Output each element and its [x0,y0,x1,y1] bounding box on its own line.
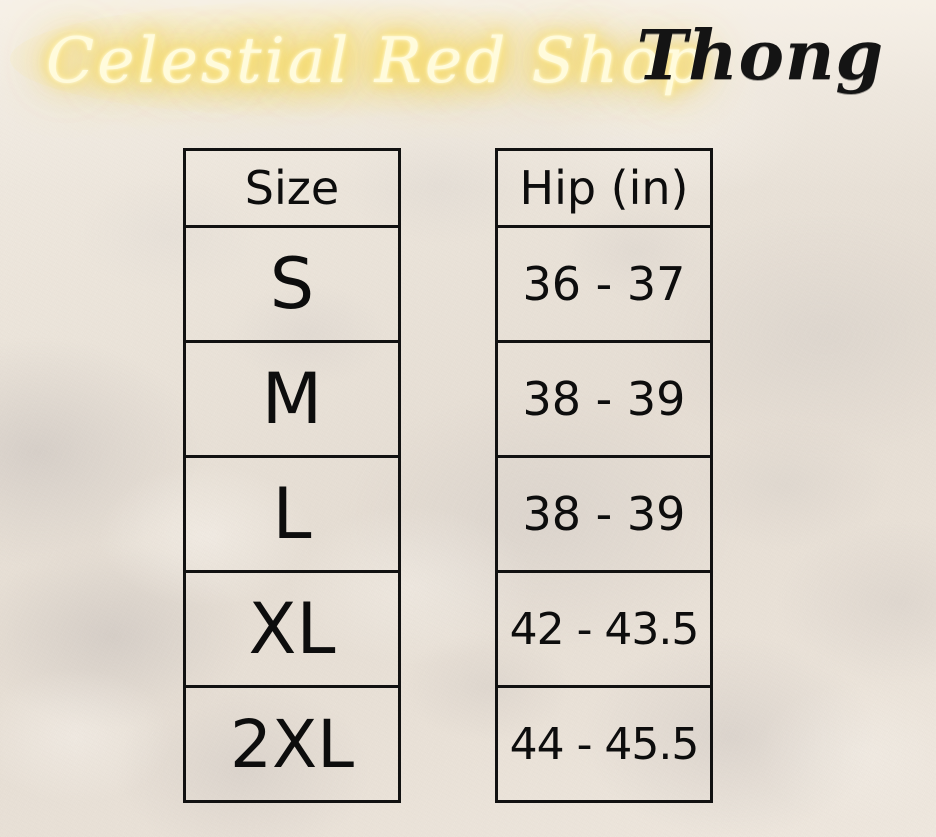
cell-hip-2xl: 44 - 45.5 [495,685,713,803]
table-header-row: Hip (in) [495,148,713,228]
column-header-hip: Hip (in) [495,148,713,228]
table-row: M [183,340,401,458]
cell-size-s: S [183,225,401,343]
table-row: 42 - 43.5 [495,570,713,688]
cell-size-m: M [183,340,401,458]
column-header-size: Size [183,148,401,228]
cell-size-l: L [183,455,401,573]
table-row: XL [183,570,401,688]
table-row: S [183,225,401,343]
cell-hip-m: 38 - 39 [495,340,713,458]
table-row: 44 - 45.5 [495,685,713,803]
cell-hip-l: 38 - 39 [495,455,713,573]
table-row: 38 - 39 [495,455,713,573]
hip-column-table: Hip (in) 36 - 37 38 - 39 38 - 39 42 - 43… [495,148,713,803]
table-row: 38 - 39 [495,340,713,458]
table-row: 36 - 37 [495,225,713,343]
cell-size-xl: XL [183,570,401,688]
cell-hip-s: 36 - 37 [495,225,713,343]
table-row: L [183,455,401,573]
product-title: Thong [636,16,884,96]
brand-neon-logo: Celestial Red Shop [46,23,706,97]
size-column-table: Size S M L XL 2XL [183,148,401,803]
table-row: 2XL [183,685,401,803]
table-header-row: Size [183,148,401,228]
cell-size-2xl: 2XL [183,685,401,803]
cell-hip-xl: 42 - 43.5 [495,570,713,688]
